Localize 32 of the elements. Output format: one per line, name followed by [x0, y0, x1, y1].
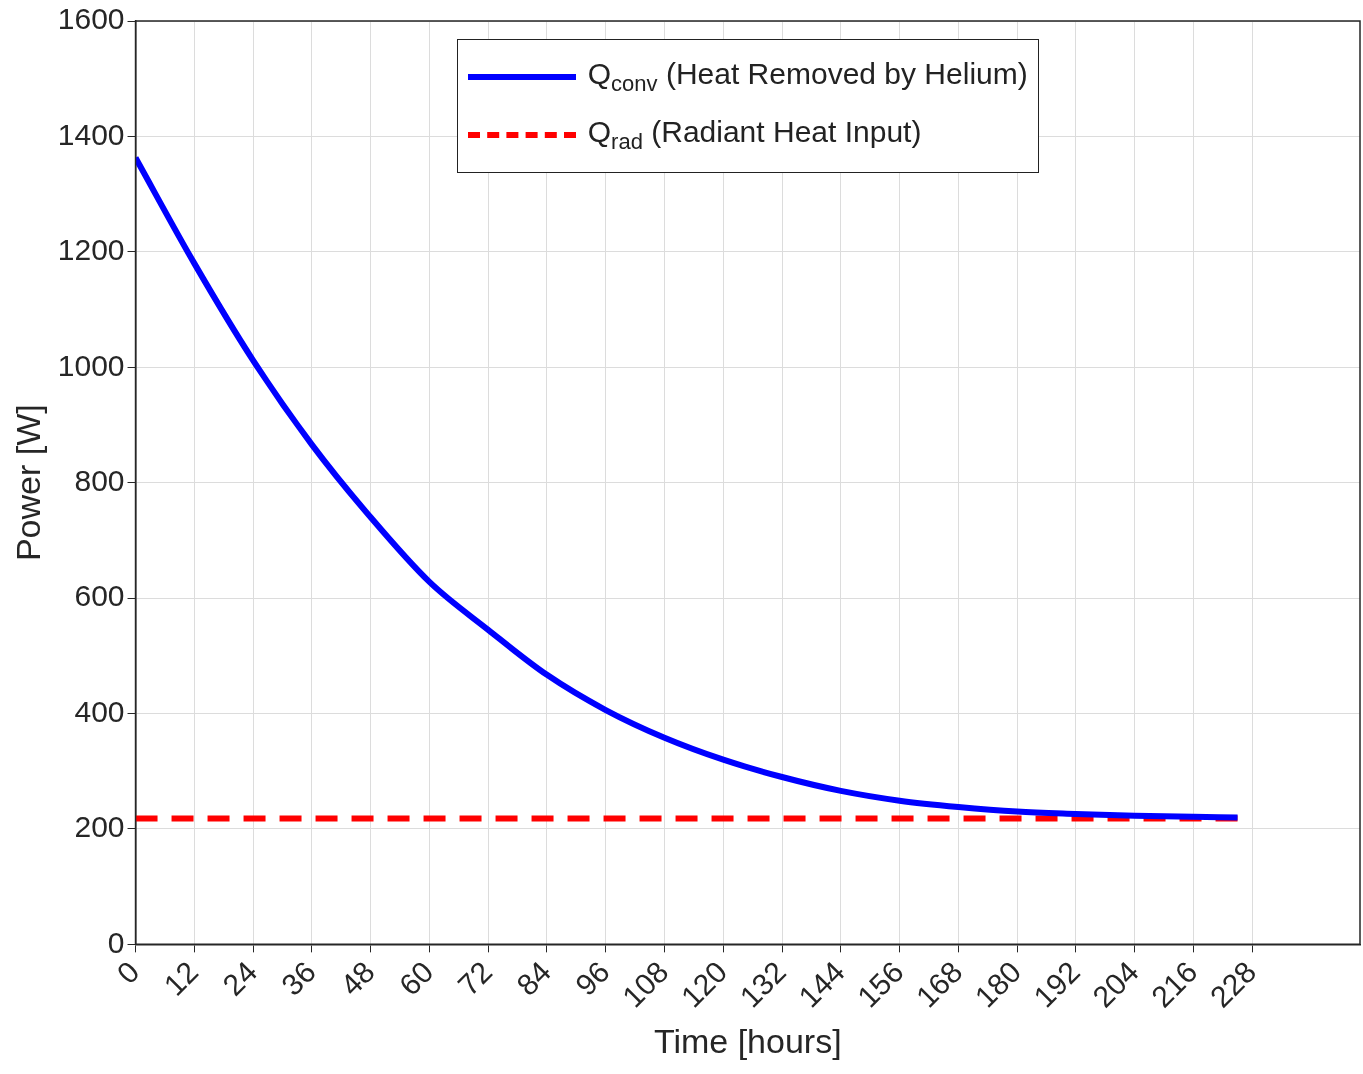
y-tick-label: 600	[74, 579, 125, 613]
x-tick-label: 156	[850, 954, 910, 1014]
x-tick-label: 96	[568, 954, 616, 1002]
y-tick-label: 200	[74, 810, 125, 844]
x-tick-label: 132	[733, 954, 793, 1014]
legend-label: Q$_{rad}$ (Radiant Heat Input)	[587, 115, 922, 155]
x-tick-label: 36	[275, 954, 322, 1002]
y-tick-label: 800	[74, 463, 125, 497]
y-axis-title: Power [W]	[8, 404, 47, 562]
x-axis-title: Time [hours]	[653, 1021, 842, 1060]
y-tick-label: 400	[74, 694, 125, 728]
x-tick-label: 72	[451, 954, 499, 1002]
x-tick-label: 120	[674, 954, 734, 1014]
y-tick-label: 1200	[57, 233, 125, 267]
x-tick-label: 60	[392, 954, 440, 1002]
y-tick-label: 1400	[57, 117, 125, 151]
y-tick-label: 1000	[57, 348, 125, 382]
x-tick-label: 180	[968, 954, 1028, 1014]
x-tick-label: 48	[333, 954, 381, 1002]
x-tick-label: 144	[792, 954, 851, 1014]
x-tick-label: 192	[1027, 954, 1087, 1014]
x-tick-label: 24	[216, 954, 264, 1002]
x-tick-label: 12	[157, 954, 205, 1002]
x-tick-label: 204	[1086, 954, 1145, 1014]
y-tick-label: 0	[107, 925, 125, 959]
y-tick-label: 1600	[57, 2, 125, 36]
legend-label: Q$_{conv}$ (Heat Removed by Helium)	[587, 57, 1028, 97]
x-tick-label: 228	[1203, 954, 1263, 1014]
x-tick-label: 84	[510, 954, 558, 1002]
x-tick-label: 216	[1144, 954, 1204, 1014]
x-tick-label: 168	[909, 954, 969, 1014]
x-tick-label: 108	[615, 954, 675, 1014]
